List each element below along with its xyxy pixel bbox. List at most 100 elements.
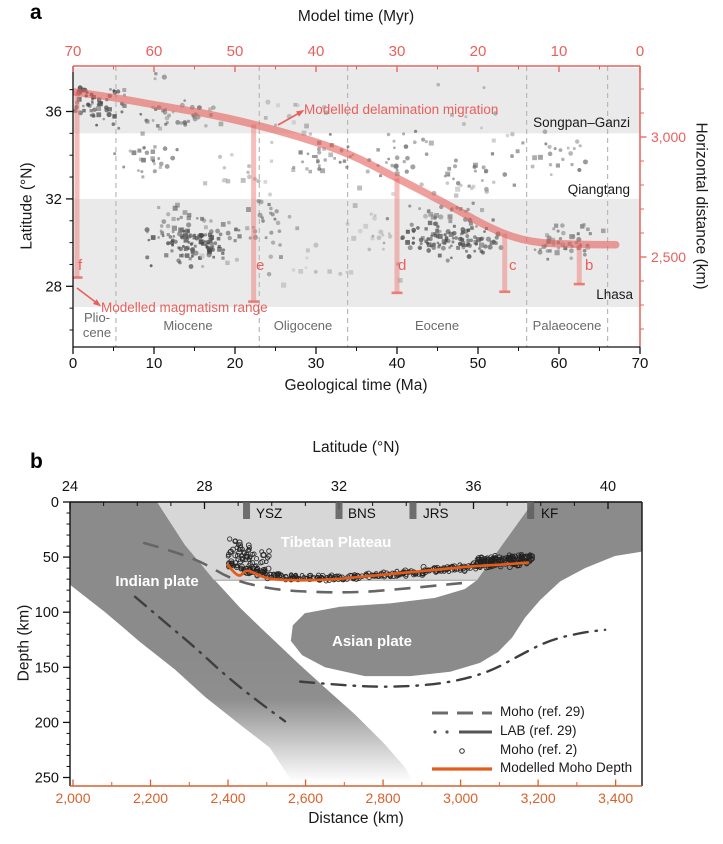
scatter-point: [182, 233, 189, 239]
scatter-point: [424, 239, 428, 243]
scatter-point: [182, 120, 188, 125]
scatter-point: [472, 164, 477, 169]
scatter-point: [570, 162, 574, 167]
scatter-point: [208, 229, 214, 234]
scatter-point: [95, 123, 99, 127]
scatter-point: [438, 243, 442, 247]
moho-ref2-point: [506, 554, 513, 561]
scatter-point: [204, 124, 208, 128]
scatter-point: [478, 247, 481, 250]
moho-ref2-point: [234, 564, 240, 571]
scatter-point: [207, 232, 213, 237]
scatter-point: [177, 231, 183, 237]
scatter-point: [430, 234, 434, 238]
scatter-point: [128, 149, 133, 153]
scatter-point: [268, 254, 274, 259]
bottom-tick-label: 0: [69, 355, 77, 372]
magmatism-bars: [73, 91, 585, 303]
fault-label-bns: BNS: [348, 506, 376, 521]
scatter-point: [558, 148, 563, 153]
scatter-point: [117, 126, 121, 130]
scatter-point: [321, 104, 327, 110]
moho-ref2-point: [249, 551, 255, 558]
scatter-point: [175, 120, 181, 125]
scatter-point: [317, 164, 321, 168]
scatter-point: [328, 152, 334, 158]
scatter-point: [311, 155, 315, 158]
panel-b-label: b: [30, 450, 43, 473]
depth-axis-title: Depth (km): [15, 604, 33, 682]
lab-ref29-line-1: [298, 628, 607, 688]
moho-ref2-point: [242, 556, 248, 563]
scatter-point: [465, 249, 468, 253]
scatter-point: [298, 269, 304, 274]
scatter-point: [221, 251, 225, 255]
scatter-point: [313, 242, 319, 248]
scatter-point: [100, 101, 104, 105]
scatter-point: [199, 253, 205, 259]
plate-label-indian-plate: Indian plate: [115, 573, 199, 590]
scatter-point: [171, 216, 176, 222]
scatter-point: [448, 246, 451, 249]
b-bottom-tick-label: 2,000: [55, 790, 90, 806]
scatter-point: [209, 219, 213, 223]
b-top-tick-label: 32: [331, 479, 347, 495]
scatter-point: [466, 207, 470, 212]
moho-ref2-point: [521, 553, 528, 561]
legend-markers: [432, 711, 492, 771]
scatter-point: [265, 99, 271, 105]
scatter-point: [199, 239, 204, 244]
scatter-point: [301, 130, 307, 136]
scatter-point: [466, 228, 471, 232]
scatter-point: [419, 242, 423, 246]
scatter-point: [162, 146, 168, 151]
scatter-point: [444, 236, 449, 240]
scatter-point: [179, 121, 184, 125]
moho-ref2-point: [236, 547, 242, 553]
scatter-point: [494, 235, 499, 240]
scatter-point: [160, 231, 165, 235]
scatter-point: [576, 232, 580, 236]
scatter-point: [162, 110, 168, 115]
scatter-point: [409, 222, 414, 227]
scatter-point: [436, 82, 441, 87]
scatter-point: [333, 157, 336, 160]
scatter-point: [175, 147, 179, 152]
scatter-point: [234, 257, 240, 262]
geological-time-axis-title: Geological time (Ma): [284, 377, 428, 394]
epoch-label-oligocene: Oligocene: [273, 318, 333, 333]
bottom-tick-label: 50: [470, 355, 487, 372]
scatter-point: [317, 150, 322, 155]
scatter-point: [447, 166, 452, 171]
scatter-point: [225, 230, 231, 236]
scatter-point: [187, 234, 192, 239]
scatter-point: [407, 245, 413, 251]
scatter-point: [342, 159, 347, 163]
scatter-point: [379, 174, 382, 178]
b-bottom-tick-label: 2,400: [211, 790, 246, 806]
moho-ref2-point: [507, 555, 514, 562]
scatter-point: [546, 257, 550, 261]
asian-plate-shape: [290, 502, 642, 677]
scatter-point: [345, 270, 349, 274]
scatter-point: [172, 205, 178, 211]
scatter-point: [266, 271, 272, 277]
top-tick-label: 20: [470, 43, 487, 60]
scatter-point: [428, 237, 433, 242]
scatter-point: [138, 157, 143, 162]
scatter-point: [453, 164, 458, 169]
moho-ref2-point: [265, 565, 272, 572]
latitude-axis-title: Latitude (°N): [18, 162, 36, 250]
scatter-point: [394, 155, 400, 161]
scatter-point: [351, 235, 357, 241]
scatter-point: [473, 239, 478, 245]
scatter-point: [157, 157, 161, 161]
bottom-tick-label: 70: [632, 355, 649, 372]
scatter-point: [436, 235, 439, 239]
scatter-point: [142, 146, 146, 150]
modelled-moho-line: [226, 561, 530, 582]
scatter-point: [264, 236, 268, 240]
scatter-point: [466, 242, 470, 246]
scatter-point: [410, 164, 416, 170]
scatter-point: [465, 234, 470, 238]
